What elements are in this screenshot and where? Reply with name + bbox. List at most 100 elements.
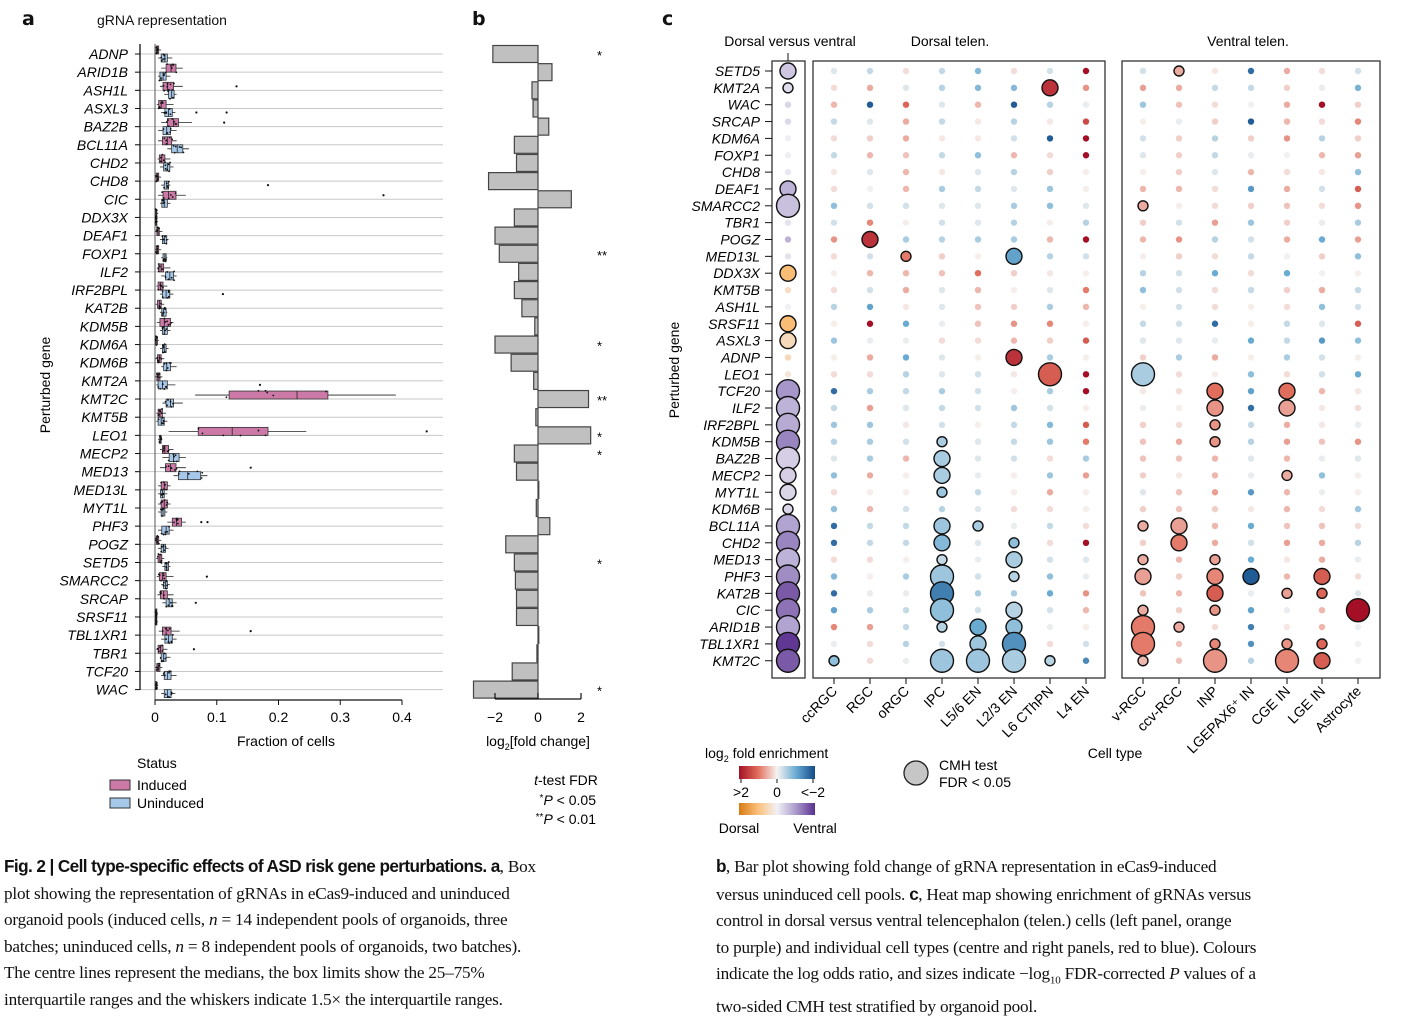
point — [165, 488, 168, 491]
dot-ventral — [1175, 556, 1183, 563]
point — [167, 459, 170, 462]
dot-ventral — [1354, 253, 1362, 260]
gene-label: BCL11A — [77, 137, 128, 153]
point — [168, 170, 171, 173]
dot-dorsal — [866, 387, 874, 395]
dot-ventral — [1134, 567, 1152, 586]
dot-dorsal-vs-ventral — [784, 152, 792, 159]
point — [168, 525, 171, 528]
box-induced — [167, 517, 186, 527]
dot-ventral — [1318, 101, 1326, 108]
dot-ventral — [1318, 337, 1326, 344]
point — [173, 455, 175, 458]
dot-dorsal — [965, 648, 991, 673]
x-tick-label: 0.1 — [207, 709, 227, 725]
dot-dorsal — [1046, 539, 1054, 546]
point — [156, 252, 158, 255]
dot-ventral — [1318, 286, 1326, 294]
point — [155, 251, 157, 253]
point — [163, 549, 166, 552]
point — [167, 291, 170, 293]
point — [163, 57, 166, 60]
point — [164, 693, 167, 696]
point — [157, 418, 160, 421]
dot-dorsal — [1082, 84, 1090, 92]
dot-ventral — [1354, 286, 1362, 294]
dot-ventral — [1211, 303, 1219, 311]
outlier-point — [382, 194, 385, 197]
dot-dorsal — [1082, 438, 1090, 445]
point — [164, 483, 166, 486]
dot-ventral — [1247, 472, 1255, 479]
point — [157, 288, 160, 291]
dot-dorsal — [938, 371, 946, 378]
dot-ventral — [1247, 404, 1255, 412]
point — [155, 537, 158, 540]
dot-dorsal — [938, 236, 946, 243]
dot-ventral — [1139, 101, 1147, 108]
dot-ventral — [1139, 84, 1147, 92]
dot-ventral — [1211, 152, 1219, 159]
dot-dorsal — [1082, 303, 1090, 311]
dot-ventral — [1211, 219, 1219, 226]
dot-dorsal-vs-ventral — [779, 466, 797, 485]
dot-dorsal-vs-ventral — [779, 483, 797, 501]
frame-dorsal-telen — [812, 60, 1106, 679]
point — [158, 662, 161, 665]
point — [165, 111, 168, 114]
point — [158, 664, 161, 667]
cell-type-label: ccRGC — [797, 683, 840, 726]
point — [167, 598, 170, 600]
point — [157, 668, 160, 671]
outlier-point — [235, 85, 238, 88]
dot-ventral — [1137, 553, 1149, 566]
dot-ventral — [1247, 371, 1255, 378]
point — [164, 533, 167, 536]
point — [165, 580, 168, 583]
box-uninduced — [161, 633, 177, 644]
point — [167, 561, 170, 563]
point — [156, 245, 159, 248]
gene-label: ADNP — [88, 46, 129, 62]
box-induced — [158, 136, 177, 146]
dot-ventral — [1354, 556, 1362, 563]
point — [159, 160, 162, 163]
point — [160, 481, 163, 484]
point — [165, 120, 168, 123]
dot-ventral — [1313, 652, 1331, 670]
dot-dorsal — [1046, 303, 1054, 311]
dot-dorsal — [830, 438, 838, 445]
dot-ventral — [1175, 320, 1183, 327]
dot-dorsal — [1082, 337, 1090, 344]
dot-dorsal — [974, 489, 982, 496]
gene-label: ASH1L — [83, 82, 128, 98]
point — [165, 362, 168, 365]
dot-dorsal — [866, 455, 874, 462]
dot-ventral — [1283, 236, 1291, 243]
dot-ventral — [1247, 101, 1255, 108]
dot-dorsal — [830, 185, 838, 193]
point — [161, 660, 163, 662]
dot-ventral — [1247, 236, 1255, 243]
dot-ventral — [1211, 236, 1219, 243]
dot-dorsal — [1041, 79, 1059, 97]
dot-ventral — [1211, 118, 1219, 125]
dot-ventral — [1139, 472, 1147, 479]
point — [170, 276, 173, 279]
outlier-point — [425, 430, 428, 433]
dot-dorsal — [933, 517, 951, 535]
dot-dorsal — [902, 387, 910, 395]
box-uninduced — [158, 507, 168, 518]
dot-dorsal — [1046, 455, 1054, 462]
dot-dorsal — [1046, 404, 1054, 412]
point — [156, 647, 159, 650]
dot-ventral — [1211, 67, 1219, 75]
point — [158, 356, 161, 359]
dot-ventral — [1318, 522, 1326, 530]
dot-dorsal — [902, 404, 910, 412]
box-uninduced — [159, 652, 171, 663]
dot-dorsal — [866, 303, 874, 311]
point — [175, 467, 178, 470]
gene-label: SMARCC2 — [692, 198, 761, 214]
dot-dorsal — [902, 185, 910, 193]
